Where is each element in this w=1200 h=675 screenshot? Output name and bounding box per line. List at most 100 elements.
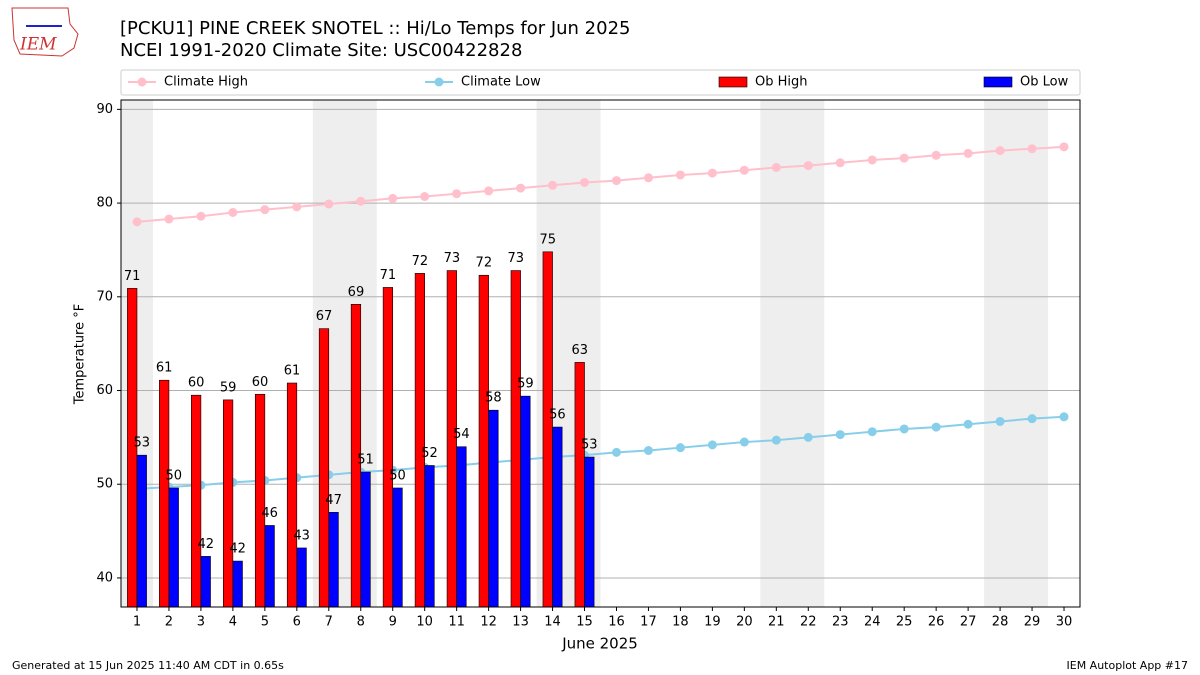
bar [222, 399, 234, 608]
y-tick-label: 40 [96, 570, 113, 585]
point [611, 176, 621, 186]
y-tick-label: 90 [96, 102, 113, 117]
point [164, 214, 174, 224]
bar [488, 409, 499, 608]
point [899, 424, 909, 434]
point [803, 432, 813, 442]
point [643, 445, 653, 455]
point [484, 186, 494, 196]
x-tick-label: 22 [800, 615, 817, 630]
bar-value-label: 56 [549, 408, 566, 423]
bar-value-label: 54 [453, 427, 470, 442]
point [516, 183, 526, 193]
point [388, 193, 398, 203]
x-tick-label: 11 [448, 615, 465, 630]
bar-value-label: 42 [229, 542, 246, 557]
point [643, 173, 653, 183]
bar [478, 274, 489, 608]
point [995, 146, 1005, 156]
bar [286, 382, 298, 608]
y-tick-label: 60 [96, 383, 113, 398]
bar-value-label: 59 [220, 380, 237, 395]
y-tick-label: 70 [96, 289, 113, 304]
point [739, 165, 749, 175]
logo-outline [11, 7, 79, 57]
point [292, 202, 302, 212]
point [707, 440, 717, 450]
bar-value-label: 63 [571, 343, 588, 358]
x-tick-label: 29 [1024, 615, 1041, 630]
bar-value-label: 60 [252, 375, 269, 390]
x-tick-label: 7 [325, 615, 333, 630]
x-tick-label: 18 [672, 615, 689, 630]
point [228, 207, 238, 217]
point [675, 170, 685, 180]
bar [232, 560, 243, 608]
bar-value-label: 61 [284, 364, 301, 379]
bar [254, 393, 266, 608]
point [452, 189, 462, 199]
x-tick-label: 21 [768, 615, 785, 630]
bar-value-label: 59 [517, 377, 534, 392]
point [803, 161, 813, 171]
x-tick-label: 5 [261, 615, 269, 630]
point [132, 217, 142, 227]
point [963, 419, 973, 429]
legend-marker [137, 77, 147, 87]
point [196, 211, 206, 221]
bar [574, 362, 585, 608]
x-tick-label: 3 [197, 615, 205, 630]
bar-value-label: 75 [539, 232, 556, 247]
bar [456, 446, 467, 608]
bar [520, 395, 531, 608]
point [739, 437, 749, 447]
bar [168, 487, 179, 608]
legend-swatch [983, 76, 1013, 88]
footer-right: IEM Autoplot App #17 [1067, 659, 1189, 672]
weekend-shade [760, 100, 825, 607]
point [675, 443, 685, 453]
bar [510, 270, 521, 608]
bar [360, 471, 371, 608]
bar [392, 487, 403, 608]
point [1027, 414, 1037, 424]
bar-value-label: 61 [156, 361, 173, 376]
bar [296, 547, 307, 608]
chart-title: [PCKU1] PINE CREEK SNOTEL :: Hi/Lo Temps… [120, 18, 630, 39]
point [931, 422, 941, 432]
bar-value-label: 72 [412, 254, 429, 269]
point [1059, 142, 1069, 152]
logo-text: IEM [19, 35, 57, 55]
x-tick-label: 20 [736, 615, 753, 630]
x-tick-label: 1 [133, 615, 141, 630]
point [931, 150, 941, 160]
y-tick-label: 50 [96, 477, 113, 492]
point [963, 148, 973, 158]
line [136, 145, 1065, 223]
bar-value-label: 50 [389, 468, 406, 483]
x-tick-label: 13 [512, 615, 529, 630]
bar-value-label: 47 [325, 493, 342, 508]
x-tick-label: 27 [960, 615, 977, 630]
bar-value-label: 60 [188, 376, 205, 391]
point [1059, 412, 1069, 422]
x-tick-label: 16 [608, 615, 625, 630]
point [1027, 144, 1037, 154]
legend-label: Climate High [164, 75, 248, 90]
point [324, 199, 334, 209]
bar-value-label: 43 [293, 528, 310, 543]
bar [542, 251, 553, 608]
x-tick-label: 23 [832, 615, 849, 630]
bar-value-label: 58 [485, 391, 502, 406]
x-tick-label: 24 [864, 615, 881, 630]
point [867, 427, 877, 437]
x-tick-label: 30 [1056, 615, 1073, 630]
x-axis-label: June 2025 [561, 635, 638, 653]
point [835, 430, 845, 440]
bar [382, 287, 394, 608]
point [771, 162, 781, 172]
point [867, 155, 877, 165]
point [707, 168, 717, 178]
x-tick-label: 6 [293, 615, 301, 630]
